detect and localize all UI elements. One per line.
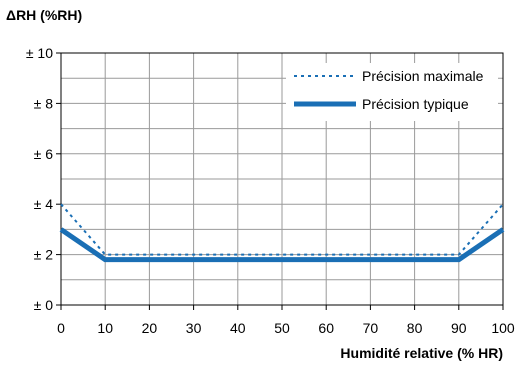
x-tick-label: 60 — [318, 320, 334, 336]
x-axis-label: Humidité relative (% HR) — [340, 345, 503, 361]
y-tick-label: ± 2 — [34, 247, 54, 263]
y-tick-label: ± 6 — [34, 146, 54, 162]
x-tick-label: 10 — [97, 320, 113, 336]
y-tick-label: ± 10 — [26, 45, 53, 61]
x-tick-label: 30 — [186, 320, 202, 336]
x-tick-label: 90 — [451, 320, 467, 336]
x-tick-label: 80 — [407, 320, 423, 336]
legend-label-typ: Précision typique — [362, 96, 469, 112]
x-tick-label: 50 — [274, 320, 290, 336]
series-line-typ — [59, 227, 505, 263]
series-group — [59, 203, 505, 263]
x-tick-label: 100 — [491, 320, 515, 336]
legend-box — [286, 63, 498, 121]
x-tick-label: 70 — [363, 320, 379, 336]
y-tick-label: ± 8 — [34, 95, 54, 111]
x-tick-label: 0 — [57, 320, 65, 336]
y-tick-label: ± 4 — [34, 196, 54, 212]
legend-label-max: Précision maximale — [362, 68, 484, 84]
y-tick-labels: ± 0 ± 2 ± 4 ± 6 ± 8 ± 10 — [26, 45, 61, 313]
y-axis-label: ΔRH (%RH) — [6, 7, 82, 23]
x-tick-labels: 0 10 20 30 40 50 60 70 80 90 100 — [57, 305, 515, 336]
y-tick-label: ± 0 — [34, 297, 54, 313]
x-tick-label: 20 — [142, 320, 158, 336]
x-tick-label: 40 — [230, 320, 246, 336]
legend: Précision maximale Précision typique — [286, 63, 498, 121]
